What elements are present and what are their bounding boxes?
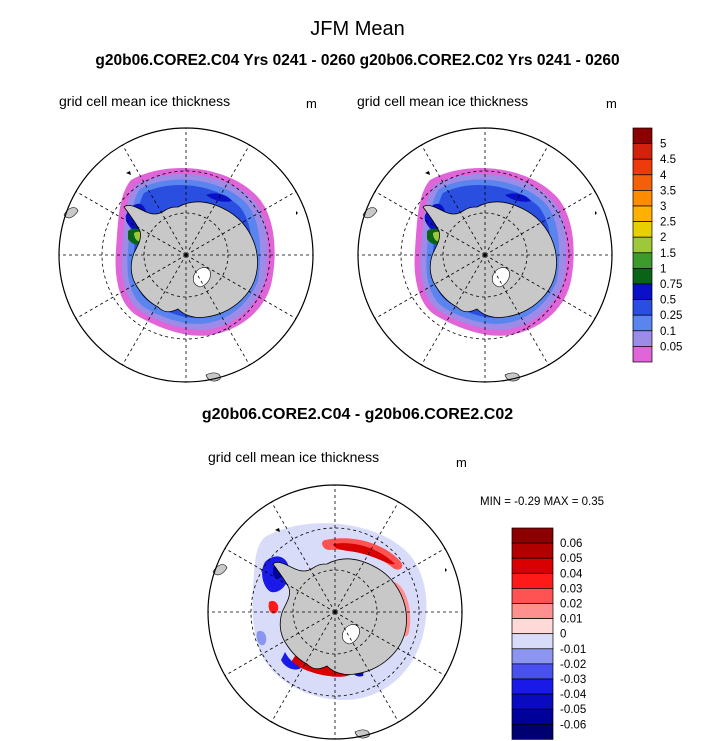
colorbar-main-swatch [632,127,653,144]
colorbar-main-swatch [632,205,653,222]
colorbar-main-label: 3.5 [660,185,676,197]
colorbar-main-label: 5 [660,139,666,151]
colorbar-main-label: 0.25 [660,310,682,322]
colorbar-main-swatch [632,299,653,316]
colorbar-main-label: 1 [660,263,666,275]
colorbar-diff-swatch [511,678,554,695]
colorbar-diff-swatch [511,527,554,544]
colorbar-diff-label: 0.03 [560,583,582,595]
colorbar-main-swatch [632,268,653,285]
colorbar-diff-swatch [511,618,554,635]
colorbar-main-label: 0.5 [660,295,676,307]
colorbar-main-label: 4.5 [660,154,676,166]
panel2-units: m [606,96,617,111]
colorbar-main-swatch [632,174,653,191]
colorbar-diff-swatch [511,648,554,665]
map-panel-c02 [358,128,612,382]
colorbar-diff-swatch [511,693,554,710]
colorbar-diff-swatch [511,663,554,680]
colorbar-diff-swatch [511,572,554,589]
panel1-units: m [306,96,317,111]
map-panel-c04 [59,128,313,382]
colorbar-main-label: 2.5 [660,217,676,229]
colorbar-main-swatch [632,283,653,300]
difference-title: g20b06.CORE2.C04 - g20b06.CORE2.C02 [201,406,514,423]
colorbar-main-label: 0.75 [660,279,682,291]
colorbar-diff-label: -0.06 [560,719,586,731]
colorbar-diff-label: 0.06 [560,538,582,550]
panel3-minmax: MIN = -0.29 MAX = 0.35 [480,496,605,508]
colorbar-ice-thickness: 5 4.5 4 3.5 3 2.5 2 1.5 1 0.75 0.5 0.25 0.1 0.05 [632,127,682,363]
colorbar-main-swatch [632,314,653,332]
colorbar-diff-swatch [511,723,554,740]
colorbar-main-label: 0.05 [660,341,682,353]
colorbar-difference: 0.06 0.05 0.04 0.03 0.02 0.01 0 -0.01 -0.02 -0.03… [511,527,587,740]
colorbar-diff-label: 0.02 [560,599,582,611]
colorbar-main-swatch [632,346,653,363]
colorbar-diff-label: -0.02 [560,659,586,671]
panel3-label: grid cell mean ice thickness [208,449,380,465]
colorbar-main-swatch [632,221,653,238]
colorbar-main-swatch [632,143,653,160]
colorbar-main-label: 2 [660,232,666,244]
colorbar-diff-swatch [511,708,554,725]
figure-title: JFM Mean [310,18,405,40]
colorbar-diff-label: -0.05 [560,704,586,716]
colorbar-diff-swatch [511,603,554,619]
colorbar-diff-label: 0.01 [560,614,582,626]
colorbar-diff-swatch [511,542,554,559]
colorbar-diff-label: -0.03 [560,674,586,686]
colorbar-diff-label: 0 [560,629,566,641]
colorbar-main-swatch [632,158,653,176]
colorbar-main-label: 3 [660,201,666,213]
panel1-label: grid cell mean ice thickness [59,93,231,109]
colorbar-diff-swatch [511,588,554,604]
figure-subtitle: g20b06.CORE2.C04 Yrs 0241 - 0260 g20b06.… [95,52,620,69]
colorbar-diff-label: 0.04 [560,568,583,580]
colorbar-diff-swatch [511,557,554,574]
colorbar-diff-label: 0.05 [560,553,582,565]
colorbar-main-swatch [632,330,653,347]
colorbar-diff-label: -0.01 [560,644,586,656]
colorbar-main-swatch [632,236,653,254]
panel2-label: grid cell mean ice thickness [357,93,529,109]
colorbar-diff-label: -0.04 [560,689,587,701]
colorbar-main-label: 0.1 [660,326,676,338]
colorbar-diff-swatch [511,633,554,650]
colorbar-main-label: 1.5 [660,248,676,260]
colorbar-main-label: 4 [660,170,667,182]
panel3-units: m [456,455,467,470]
colorbar-main-swatch [632,252,653,269]
map-panel-difference [208,485,462,739]
colorbar-main-swatch [632,190,653,207]
